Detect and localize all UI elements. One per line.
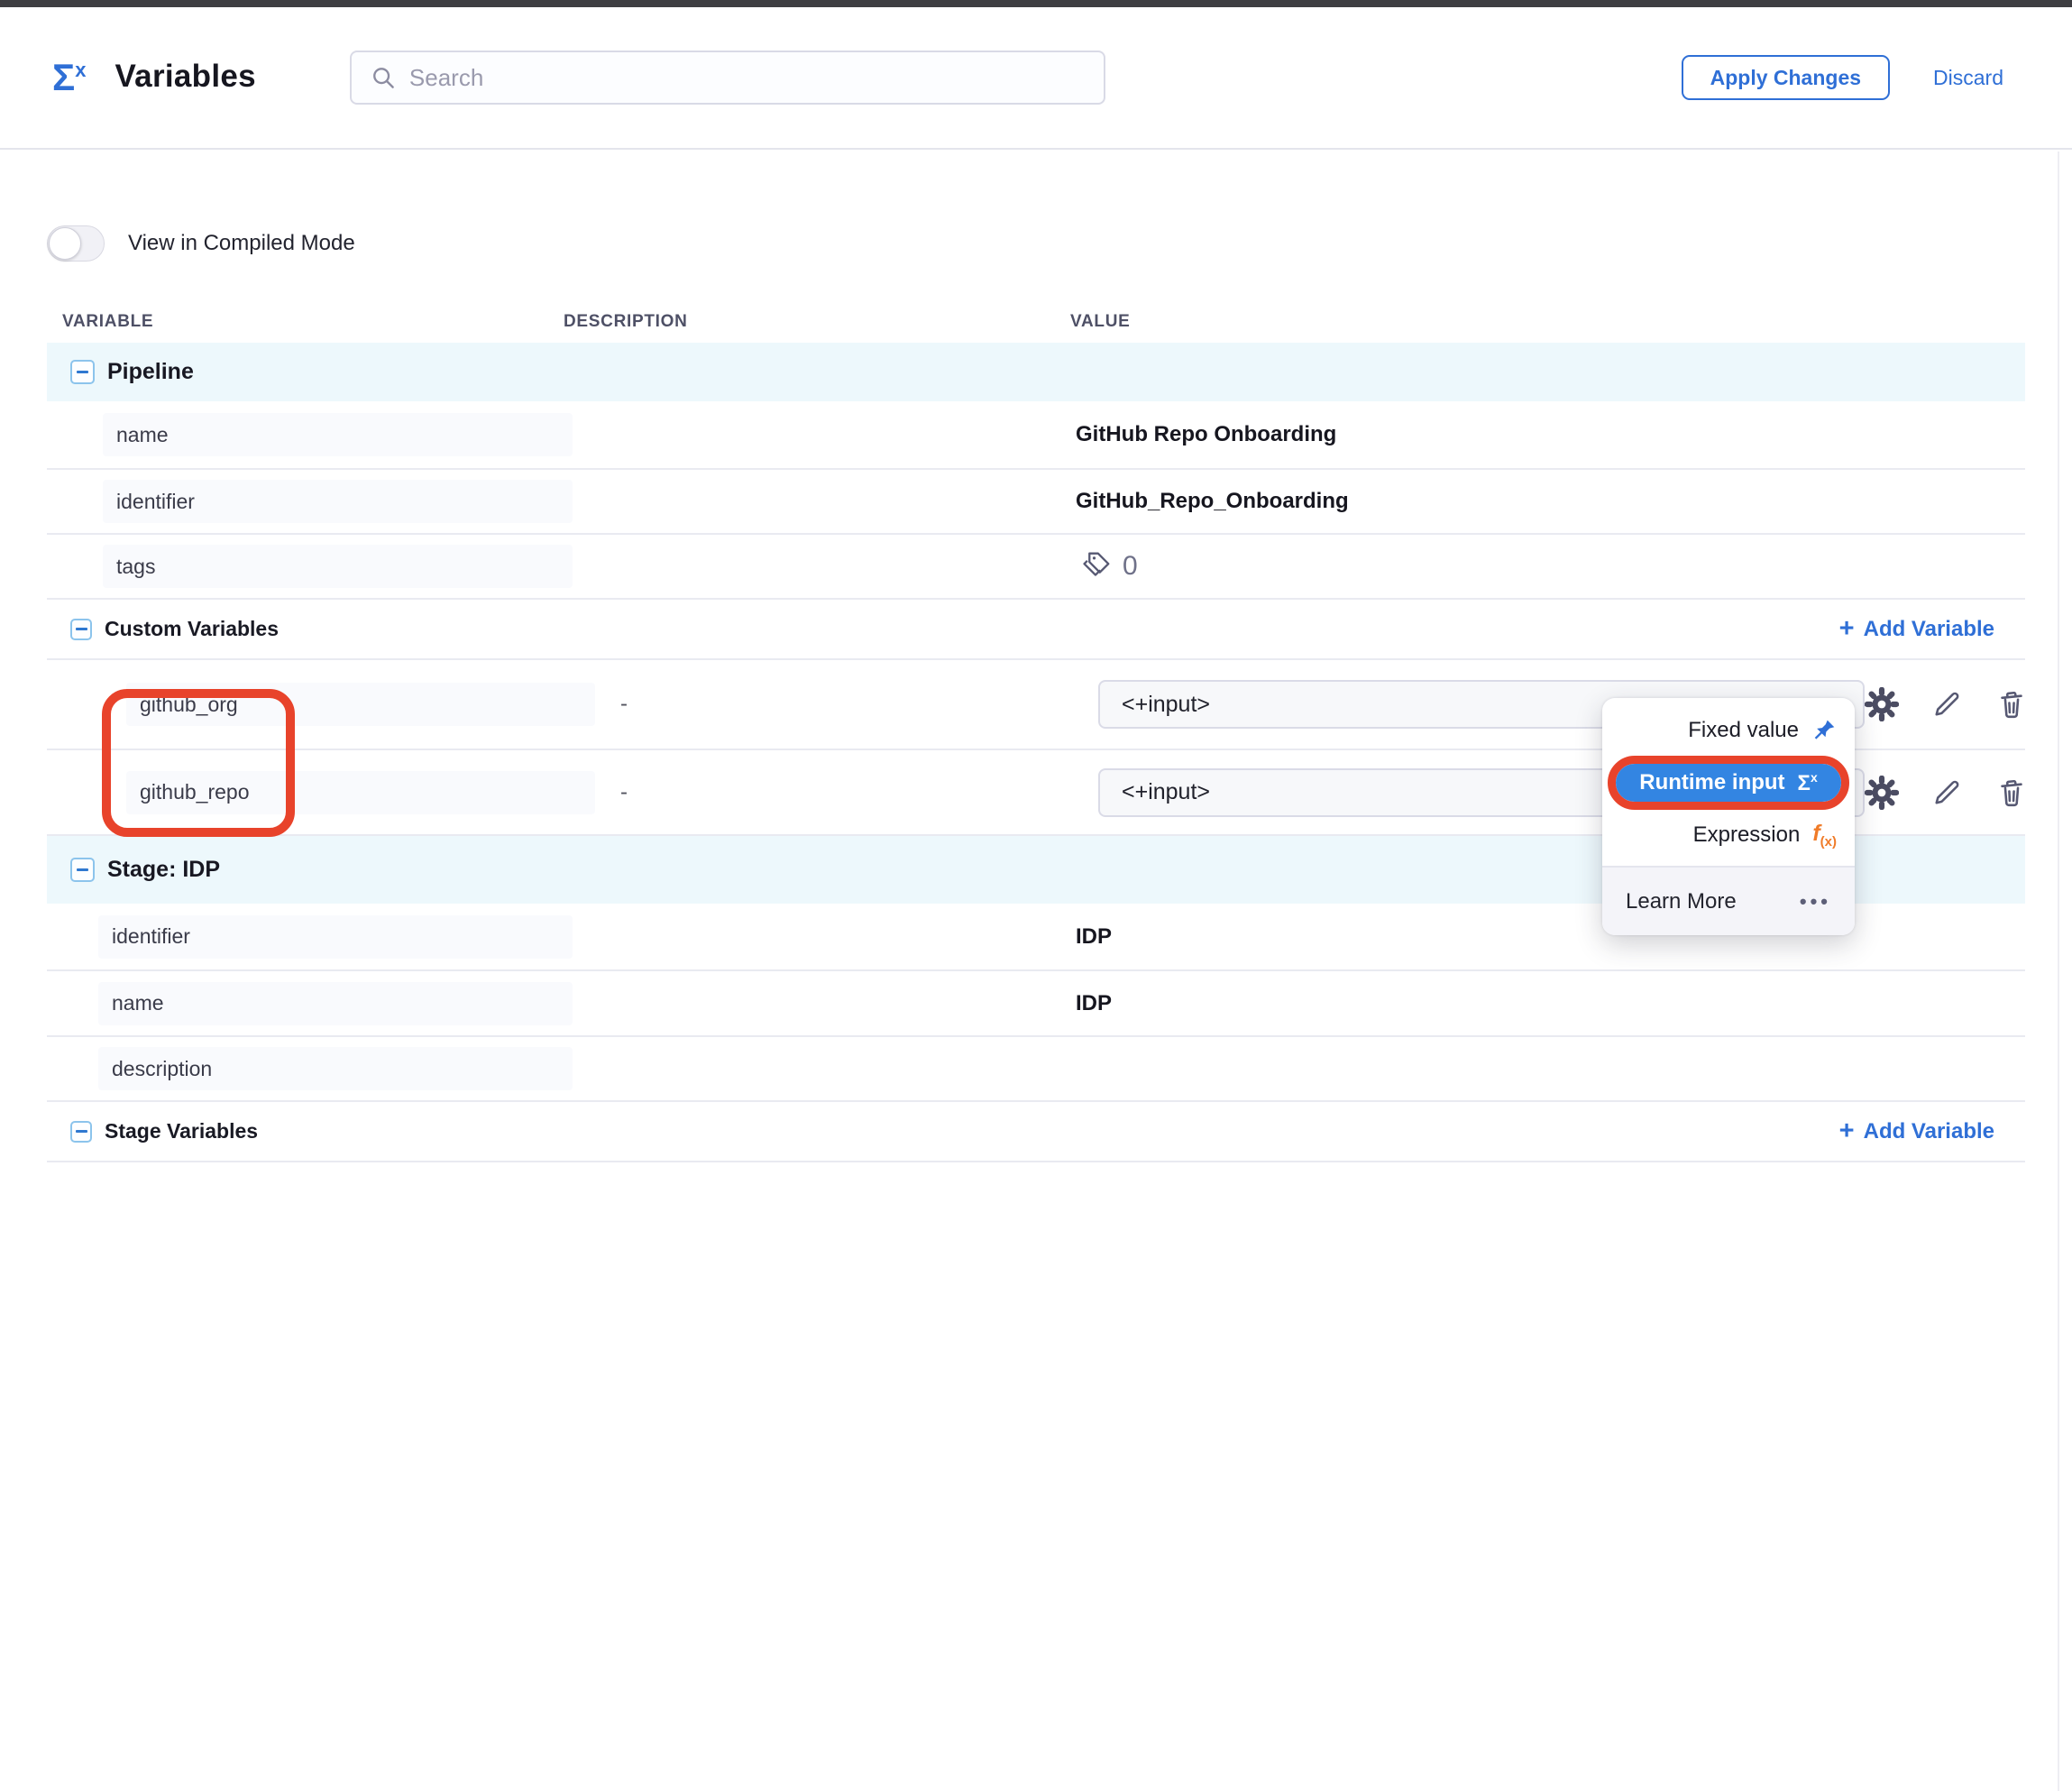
discard-button[interactable]: Discard [1933, 65, 2003, 89]
add-variable-button[interactable]: + Add Variable [1838, 614, 1994, 643]
pipeline-section-header: Pipeline [47, 343, 2025, 401]
sigma-x-icon: Σx [1797, 769, 1818, 795]
settings-gear-icon[interactable] [1865, 775, 1899, 810]
pipeline-tags-value: 0 [1070, 547, 2025, 585]
value-type-dropdown: Fixed value Runtime input Σx Expression … [1602, 698, 1855, 935]
search-input[interactable] [396, 63, 1104, 92]
pipeline-name-value: GitHub Repo Onboarding [1076, 422, 1337, 446]
github-repo-description: - [620, 779, 628, 804]
apply-changes-button[interactable]: Apply Changes [1681, 55, 1891, 100]
stage-identifier-label: identifier [98, 914, 573, 959]
menu-item-fixed-value[interactable]: Fixed value [1602, 707, 1855, 754]
stage-variables-header: Stage Variables + Add Variable [47, 1102, 2025, 1162]
scrollbar-track [2058, 152, 2059, 1791]
tag-icon [1076, 547, 1114, 585]
learn-more-label: Learn More [1626, 888, 1737, 914]
plus-icon: + [1838, 1116, 1855, 1145]
edit-pencil-icon[interactable] [1930, 687, 1964, 721]
compiled-mode-toggle[interactable] [47, 225, 105, 262]
compiled-mode-label: View in Compiled Mode [128, 231, 355, 255]
settings-gear-icon[interactable] [1865, 687, 1899, 721]
stage-identifier-value: IDP [1076, 923, 1113, 949]
ellipsis-icon: ••• [1799, 889, 1831, 913]
variables-brand: Σx Variables [52, 59, 256, 96]
compiled-mode-row: View in Compiled Mode [47, 225, 2025, 262]
table-row: tags 0 [47, 535, 2025, 600]
fx-icon: f(x) [1812, 821, 1837, 850]
variable-github-org-label: github_org [126, 683, 595, 726]
toggle-knob [49, 227, 81, 260]
custom-variables-title: Custom Variables [105, 617, 280, 640]
pipeline-identifier-label: identifier [103, 480, 573, 523]
column-value: VALUE [1070, 312, 1131, 331]
page-title: Variables [115, 59, 256, 94]
variables-table: Pipeline name GitHub Repo Onboarding ide… [47, 343, 2025, 1162]
column-description: DESCRIPTION [564, 312, 688, 331]
pipeline-tags-label: tags [103, 545, 573, 588]
collapse-pipeline-icon[interactable] [70, 360, 95, 384]
sigma-x-icon: Σx [52, 56, 87, 98]
browser-top-strip [0, 0, 2072, 7]
stage-variables-title: Stage Variables [105, 1119, 259, 1143]
stage-name-value: IDP [1076, 990, 1113, 1015]
table-column-headers: VARIABLE DESCRIPTION VALUE [47, 312, 2025, 332]
table-row: name GitHub Repo Onboarding [47, 401, 2025, 470]
custom-variables-header: Custom Variables + Add Variable [47, 600, 2025, 660]
stage-name-label: name [98, 981, 573, 1025]
search-box[interactable] [349, 51, 1105, 105]
table-row: description [47, 1037, 2025, 1102]
variable-github-repo-label: github_repo [126, 770, 595, 814]
table-row: identifier GitHub_Repo_Onboarding [47, 470, 2025, 535]
delete-trash-icon[interactable] [1994, 776, 2029, 810]
menu-item-expression[interactable]: Expression f(x) [1602, 812, 1855, 859]
panel-header: Σx Variables Apply Changes Discard [0, 7, 2072, 150]
runtime-input-label: Runtime input [1639, 770, 1785, 794]
menu-item-runtime-input[interactable]: Runtime input Σx [1616, 764, 1841, 802]
column-variable: VARIABLE [62, 312, 154, 331]
add-stage-variable-button[interactable]: + Add Variable [1838, 1116, 1994, 1145]
expression-label: Expression [1692, 822, 1801, 847]
stage-section-title: Stage: IDP [107, 857, 221, 882]
menu-item-learn-more[interactable]: Learn More ••• [1602, 866, 1855, 935]
fixed-value-label: Fixed value [1688, 718, 1799, 742]
pipeline-identifier-value: GitHub_Repo_Onboarding [1076, 489, 1349, 513]
pipeline-section-title: Pipeline [107, 359, 194, 384]
delete-trash-icon[interactable] [1994, 687, 2029, 721]
table-row: name IDP [47, 971, 2025, 1037]
collapse-custom-variables-icon[interactable] [70, 618, 92, 640]
table-row: identifier IDP [47, 904, 2025, 971]
stage-description-label: description [98, 1047, 573, 1090]
search-icon [370, 64, 397, 91]
runtime-input-annotation-ring: Runtime input Σx [1608, 756, 1849, 810]
pipeline-name-label: name [103, 413, 573, 456]
plus-icon: + [1838, 614, 1855, 643]
github-org-description: - [620, 692, 628, 716]
collapse-stage-variables-icon[interactable] [70, 1120, 92, 1143]
edit-pencil-icon[interactable] [1930, 776, 1964, 810]
tag-count: 0 [1123, 551, 1138, 581]
collapse-stage-icon[interactable] [70, 858, 95, 882]
pin-icon [1811, 718, 1837, 743]
